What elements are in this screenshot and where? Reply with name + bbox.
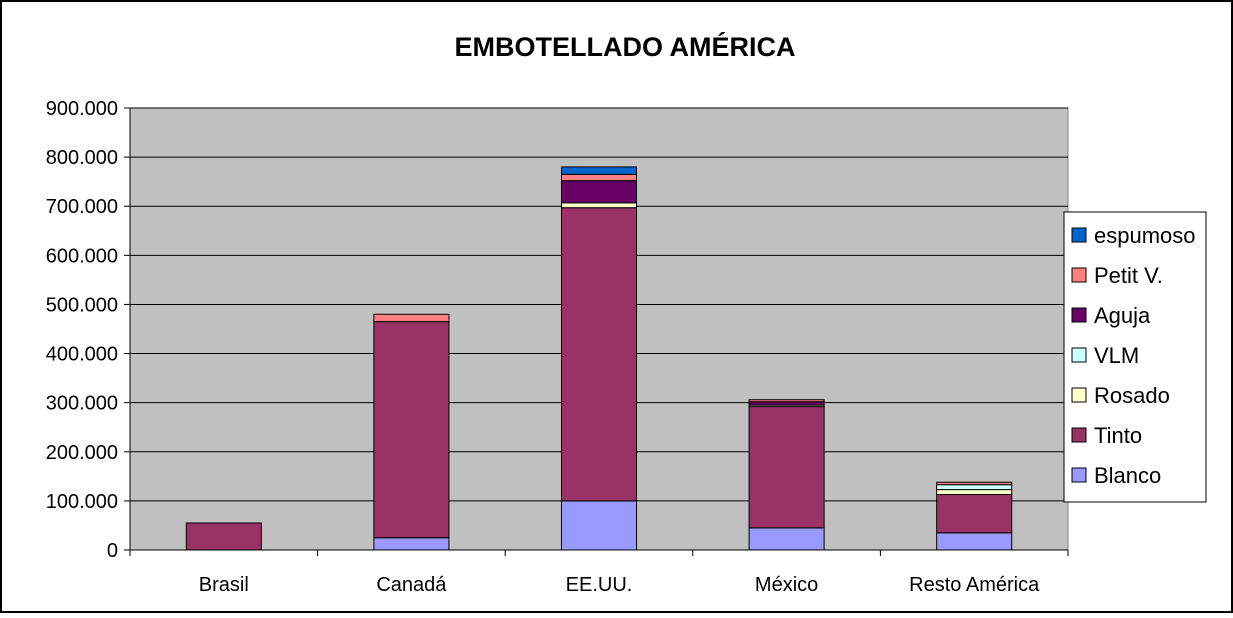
legend-swatch (1071, 467, 1087, 483)
bars (185, 166, 1013, 551)
bar-segment (936, 494, 1013, 534)
legend-swatch (1071, 227, 1087, 243)
bar-segment (936, 489, 1013, 496)
x-tick-label: Canadá (376, 574, 447, 596)
y-tick-label: 500.000 (46, 294, 118, 316)
y-axis: 0 100.000 200.000 300.000 400.000 500.000 600.… (46, 98, 131, 562)
bar-segment (748, 527, 825, 551)
y-tick-label: 100.000 (46, 491, 118, 513)
bar-segment (560, 202, 638, 209)
bar-segment (560, 207, 638, 502)
y-tick-label: 200.000 (46, 442, 118, 464)
legend-swatch (1071, 427, 1087, 443)
bar-segment (748, 406, 825, 529)
y-tick-label: 700.000 (46, 196, 118, 218)
legend-swatch (1071, 307, 1087, 323)
bar-segment (936, 481, 1013, 486)
legend-box (1063, 211, 1207, 503)
legend-label: VLM (1094, 343, 1139, 368)
y-tick-label: 800.000 (46, 147, 118, 169)
legend-label: espumoso (1094, 223, 1196, 248)
x-tick-label: Resto América (909, 574, 1040, 596)
bar-segment (185, 522, 262, 551)
bar-segment (748, 401, 825, 406)
legend-label: Petit V. (1094, 263, 1163, 288)
y-tick-label: 900.000 (46, 98, 118, 120)
bar-segment (560, 166, 638, 175)
bar-segment (936, 532, 1013, 551)
x-tick-label: México (755, 574, 818, 596)
bar-segment (560, 173, 638, 182)
legend-swatch (1071, 267, 1087, 283)
legend-swatch (1071, 347, 1087, 363)
legend-label: Blanco (1094, 463, 1161, 488)
bar-segment (560, 180, 638, 204)
y-tick-label: 300.000 (46, 393, 118, 415)
chart-title: EMBOTELLADO AMÉRICA (455, 31, 796, 62)
bar-segment (373, 537, 450, 551)
legend: espumoso Petit V. Aguja VLM Rosado Tinto Blanc… (1063, 211, 1207, 503)
y-tick-label: 0 (107, 540, 118, 562)
x-tick-label: EE.UU. (566, 574, 633, 596)
bar-segment (748, 399, 825, 403)
legend-label: Tinto (1094, 423, 1142, 448)
y-tick-label: 600.000 (46, 245, 118, 267)
y-tick-label: 400.000 (46, 344, 118, 366)
bar-segment (936, 484, 1013, 491)
legend-swatch (1071, 387, 1087, 403)
bar-segment (560, 500, 638, 551)
legend-label: Aguja (1094, 303, 1151, 328)
legend-label: Rosado (1094, 383, 1170, 408)
bar-segment (373, 313, 450, 323)
bar-segment (373, 321, 450, 539)
x-tick-label: Brasil (199, 574, 249, 596)
